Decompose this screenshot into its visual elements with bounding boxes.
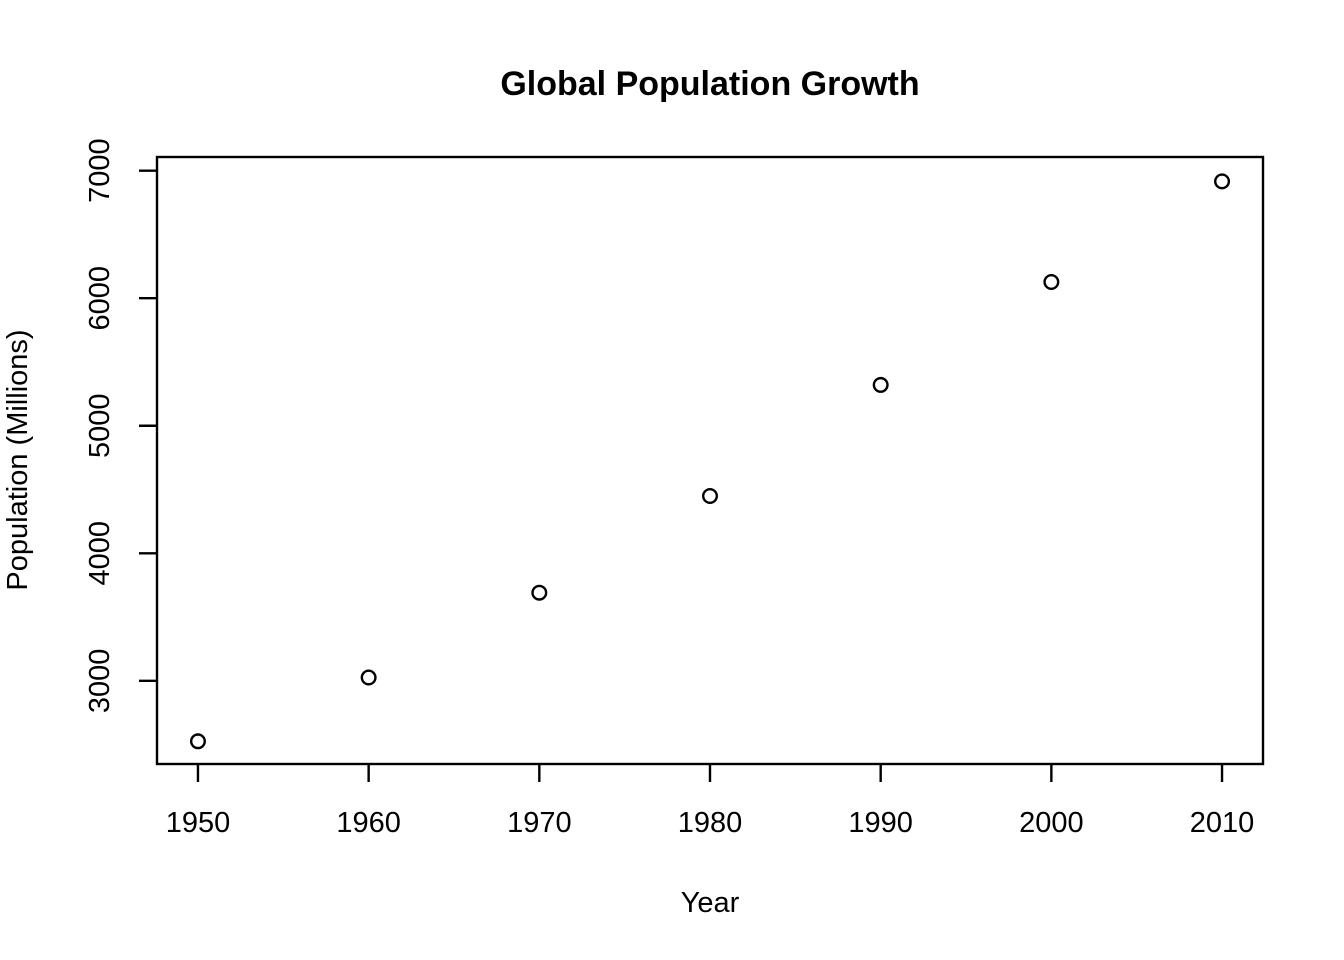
- x-tick-label: 1950: [166, 807, 231, 839]
- x-tick-label: 1990: [848, 807, 913, 839]
- y-tick-label: 6000: [84, 266, 116, 331]
- x-tick-label: 1960: [336, 807, 401, 839]
- data-point: [872, 376, 889, 393]
- chart-title: Global Population Growth: [500, 65, 919, 103]
- data-point: [702, 488, 719, 505]
- x-tick-label: 1970: [507, 807, 572, 839]
- y-tick-label: 7000: [84, 138, 116, 203]
- y-tick-label: 3000: [84, 649, 116, 714]
- data-points: [189, 173, 1231, 750]
- y-axis: 3000 4000 5000 6000 7000: [84, 138, 157, 713]
- data-point: [1043, 273, 1060, 290]
- data-point: [531, 584, 548, 601]
- x-tick-label: 1980: [678, 807, 743, 839]
- data-point: [1214, 173, 1231, 190]
- y-tick-label: 5000: [84, 393, 116, 458]
- x-tick-label: 2000: [1019, 807, 1084, 839]
- y-tick-label: 4000: [84, 521, 116, 586]
- data-point: [360, 669, 377, 686]
- y-axis-title: Population (Millions): [2, 329, 34, 590]
- x-tick-label: 2010: [1190, 807, 1255, 839]
- x-axis: 1950 1960 1970 1980 1990 2000 2010: [166, 764, 1255, 839]
- data-point: [189, 733, 206, 750]
- x-axis-title: Year: [681, 887, 740, 919]
- plot-box: [155, 155, 1265, 766]
